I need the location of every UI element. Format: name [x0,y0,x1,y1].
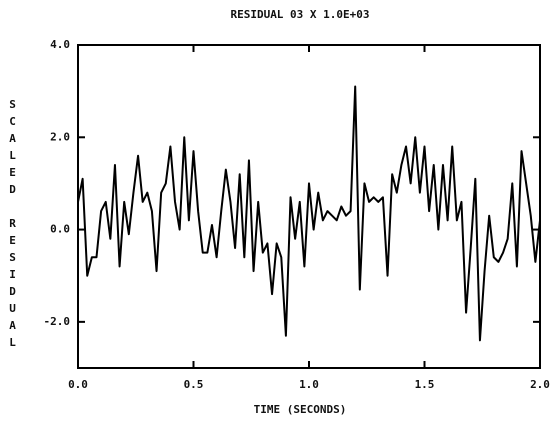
y-tick-label: -2.0 [44,315,71,328]
data-line [77,85,541,342]
x-tick-label: 1.0 [299,378,319,391]
x-tick-label: 2.0 [530,378,550,391]
y-tick-label: 0.0 [50,223,70,236]
y-tick-label: 4.0 [50,38,70,51]
plot-frame [77,44,541,369]
chart-title: RESIDUAL 03 X 1.0E+03 [230,8,369,21]
y-tick-label: 2.0 [50,130,70,143]
x-tick-label: 0.5 [184,378,204,391]
x-tick-label: 0.0 [68,378,88,391]
x-tick-label: 1.5 [415,378,435,391]
y-axis-label: SCALED RESIDUAL [6,98,19,353]
x-axis-label: TIME (SECONDS) [254,403,347,416]
